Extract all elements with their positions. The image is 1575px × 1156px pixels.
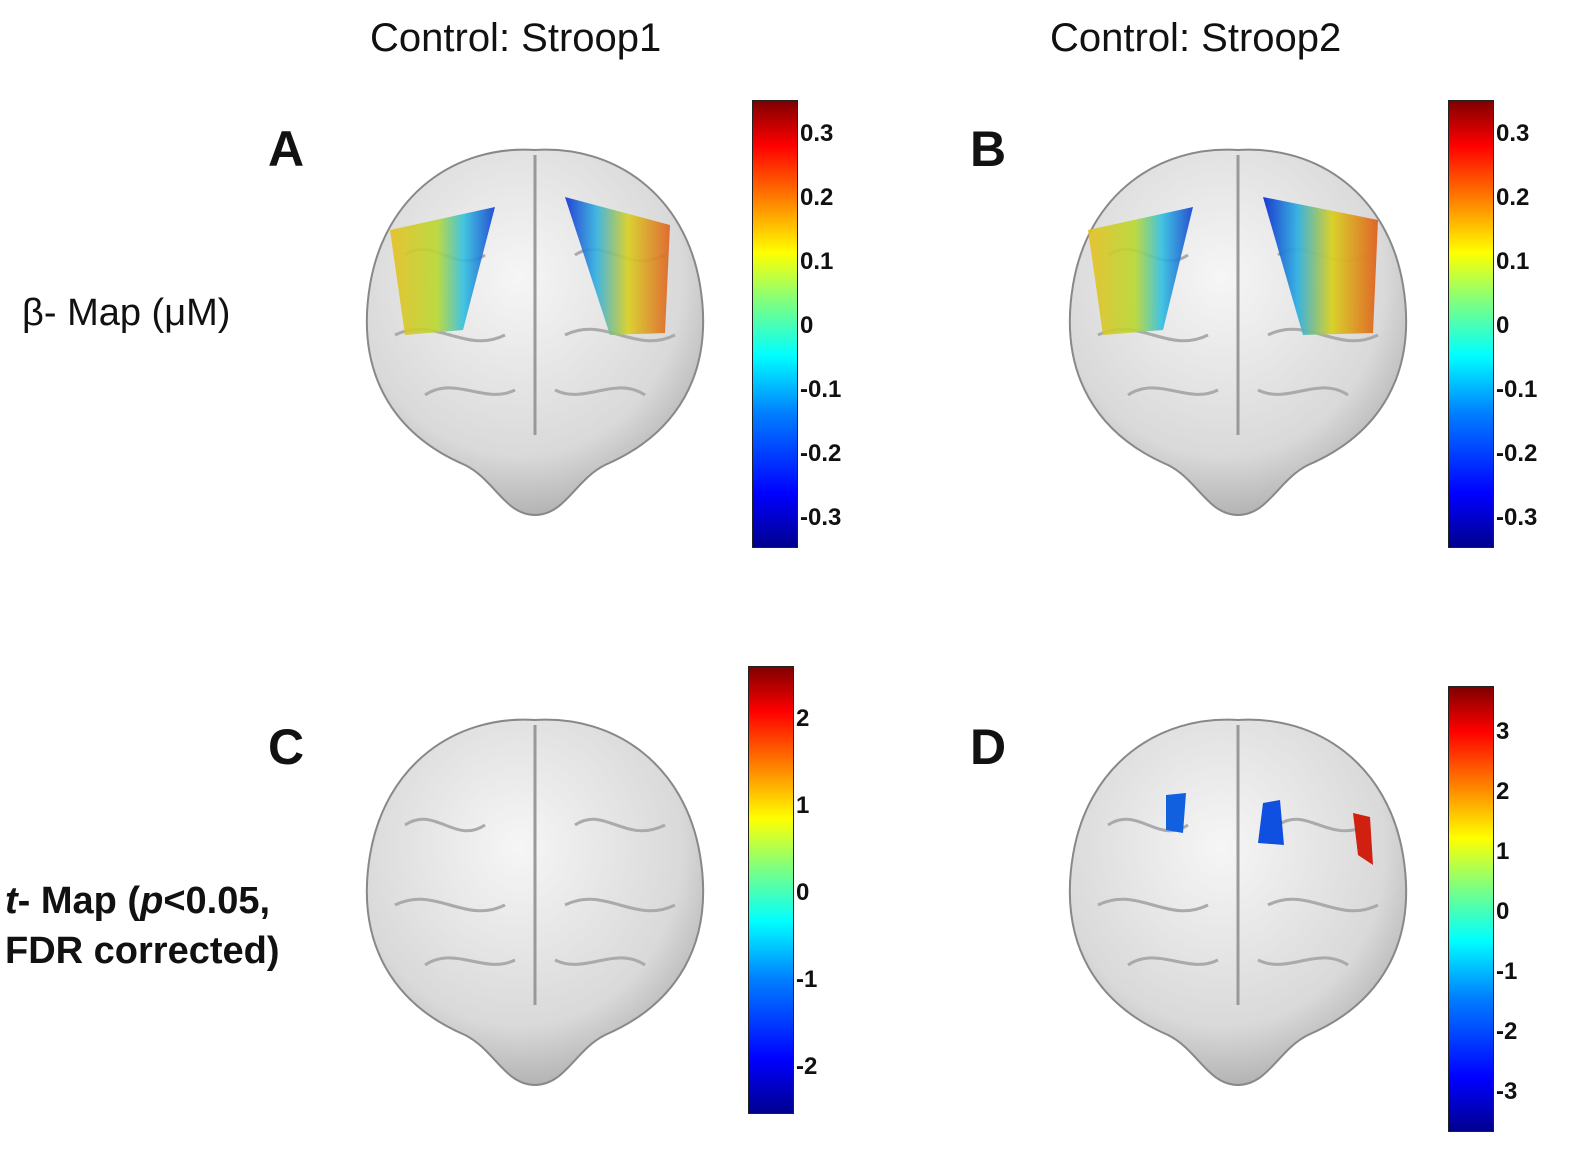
t-label-line2: FDR corrected) <box>5 930 280 972</box>
column-title-left: Control: Stroop1 <box>370 16 662 60</box>
colorbar-c-tick: 2 <box>796 705 810 732</box>
colorbar-b-tick: 0 <box>1496 312 1510 339</box>
t-label-part1: - Map ( <box>17 880 141 922</box>
brain-panel-b <box>1068 148 1408 517</box>
row-label-beta: β- Map (μM) <box>22 292 231 334</box>
colorbar-b-tick: 0.3 <box>1496 120 1530 147</box>
colorbar-b-tick: 0.2 <box>1496 184 1530 211</box>
colorbar-c-tick: 1 <box>796 792 810 819</box>
p-symbol: p <box>140 880 164 922</box>
colorbar-c-tick: -1 <box>796 966 818 993</box>
colorbar-a-tick: -0.3 <box>800 504 842 531</box>
panel-letter-d: D <box>970 719 1007 775</box>
colorbar-c-tick: -2 <box>796 1053 818 1080</box>
brain-panel-a <box>365 148 705 517</box>
colorbar-b-tick: -0.2 <box>1496 440 1538 467</box>
colorbar-b-tick: 0.1 <box>1496 248 1530 275</box>
colorbar-c-tick: 0 <box>796 879 810 906</box>
colorbar-d-tick: -2 <box>1496 1018 1518 1045</box>
colorbar-d-tick: 1 <box>1496 838 1510 865</box>
t-label-part2: <0.05, <box>163 880 271 922</box>
colorbar-d-tick: 0 <box>1496 898 1510 925</box>
colorbar-d-tick: -1 <box>1496 958 1518 985</box>
row-label-t: t- Map (p<0.05, FDR corrected) <box>5 876 280 976</box>
colorbar-a-tick: 0 <box>800 312 814 339</box>
colorbar-d-tick: 2 <box>1496 778 1510 805</box>
colorbar-a-tick: 0.2 <box>800 184 834 211</box>
colorbar-b-tick: -0.3 <box>1496 504 1538 531</box>
panel-letter-a: A <box>268 121 305 177</box>
colorbar-d-tick: 3 <box>1496 718 1510 745</box>
colorbar-d <box>1448 686 1494 1132</box>
brain-panel-d <box>1068 718 1408 1087</box>
colorbar-d-tick: -3 <box>1496 1078 1518 1105</box>
panel-letter-b: B <box>970 121 1007 177</box>
brain-panel-c <box>365 718 705 1087</box>
t-symbol: t <box>5 880 18 922</box>
colorbar-c <box>748 666 794 1114</box>
colorbar-b-tick: -0.1 <box>1496 376 1538 403</box>
colorbar-a-tick: -0.1 <box>800 376 842 403</box>
colorbar-a-tick: -0.2 <box>800 440 842 467</box>
colorbar-a <box>752 100 798 548</box>
colorbar-b <box>1448 100 1494 548</box>
column-title-right: Control: Stroop2 <box>1050 16 1342 60</box>
colorbar-a-tick: 0.1 <box>800 248 834 275</box>
panel-letter-c: C <box>268 719 305 775</box>
colorbar-a-tick: 0.3 <box>800 120 834 147</box>
